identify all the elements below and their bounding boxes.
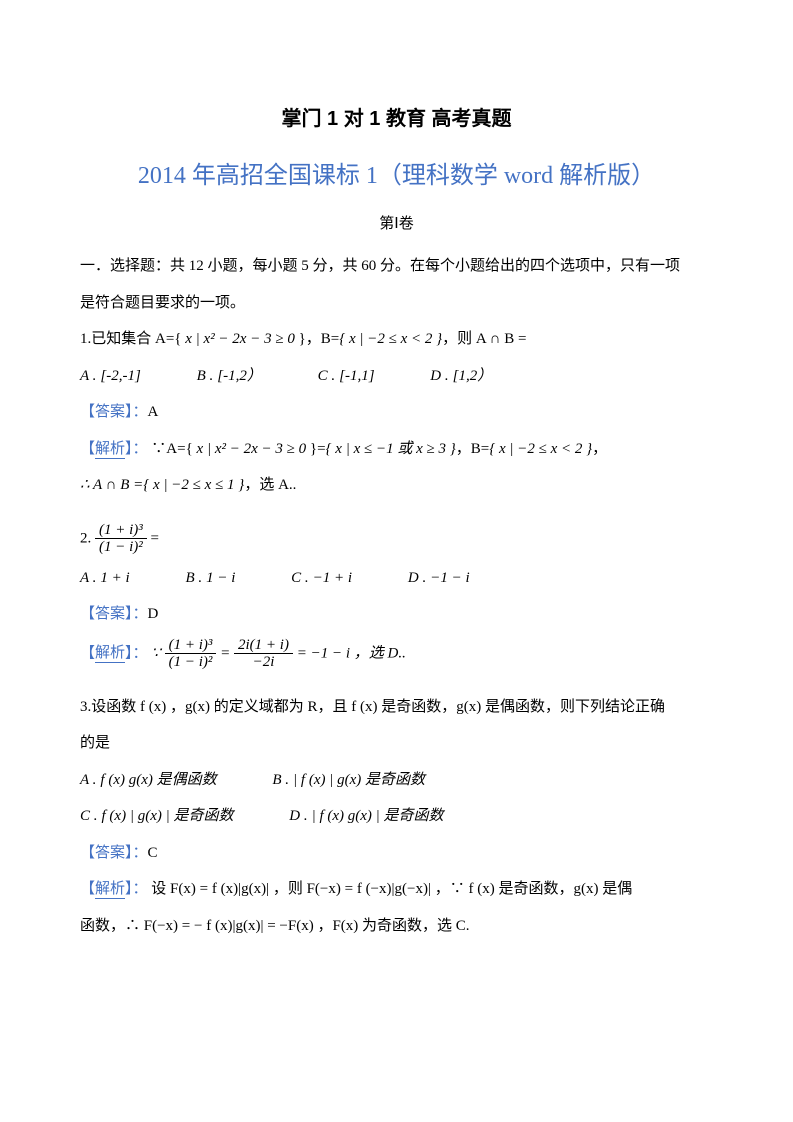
q2-stem-suffix: =	[151, 530, 159, 546]
q2-ana-frac1-num: (1 + i)³	[165, 637, 217, 655]
q2-frac-num: (1 + i)³	[95, 522, 147, 540]
q2-option-B: B .1 − i	[185, 564, 261, 593]
question-1: 1.已知集合 A={ x | x² − 2x − 3 ≥ 0 }，B={ x |…	[80, 325, 713, 500]
q3-options-row1: A .f (x) g(x) 是偶函数 B .| f (x) | g(x) 是奇函…	[80, 766, 713, 795]
q1-stem: 1.已知集合 A={ x | x² − 2x − 3 ≥ 0 }，B={ x |…	[80, 325, 713, 354]
q2-ana-frac1-den: (1 − i)²	[165, 654, 217, 671]
q2-ana-eq1: =	[220, 645, 234, 661]
analysis-tag-close: 】：	[125, 441, 148, 457]
q1-stem-mid: }，B=	[295, 331, 339, 347]
analysis-tag-close: 】：	[125, 881, 148, 897]
answer-tag: 【答案】：	[80, 845, 148, 861]
q1-answer: 【答案】：A	[80, 398, 713, 427]
question-3: 3.设函数 f (x) ，g(x) 的定义域都为 R，且 f (x) 是奇函数，…	[80, 693, 713, 941]
q2-answer-value: D	[148, 606, 159, 622]
q1-setB: { x | −2 ≤ x < 2 }	[339, 331, 442, 347]
q1-ana-f: { x | −2 ≤ x < 2 }	[489, 441, 592, 457]
q1-ana2-c: ，选 A..	[244, 477, 296, 493]
q1-ana-g: ，	[592, 441, 607, 457]
q2-options: A .1 + i B .1 − i C .−1 + i D .−1 − i	[80, 564, 713, 593]
q2-ana-prefix: ∵	[151, 645, 161, 661]
q2-option-A: A .1 + i	[80, 564, 156, 593]
q3-analysis-line2: 函数，∴ F(−x) = − f (x)|g(x)| = −F(x) ，F(x)…	[80, 912, 713, 941]
q2-stem-prefix: 2.	[80, 530, 91, 546]
q2-answer: 【答案】：D	[80, 600, 713, 629]
q3-options-row2: C .f (x) | g(x) | 是奇函数 D .| f (x) g(x) |…	[80, 802, 713, 831]
q2-ana-frac2: 2i(1 + i) −2i	[234, 637, 293, 671]
q2-frac-den: (1 − i)²	[95, 539, 147, 556]
q1-ana-c: }=	[306, 441, 325, 457]
analysis-tag-word: 解析	[95, 645, 125, 663]
answer-tag: 【答案】：	[80, 404, 148, 420]
q1-stem-prefix: 1.已知集合 A={	[80, 331, 185, 347]
q2-ana-frac1: (1 + i)³ (1 − i)²	[165, 637, 217, 671]
q1-ana2-b: { x | −2 ≤ x ≤ 1 }	[143, 477, 244, 493]
q1-ana2-a: ∴ A ∩ B =	[80, 477, 143, 493]
q3-stem-line2: 的是	[80, 729, 713, 758]
q1-analysis-line2: ∴ A ∩ B ={ x | −2 ≤ x ≤ 1 }，选 A..	[80, 471, 713, 500]
q3-answer-value: C	[148, 845, 158, 861]
q2-analysis: 【解析】： ∵ (1 + i)³ (1 − i)² = 2i(1 + i) −2…	[80, 637, 713, 671]
analysis-tag-word: 解析	[95, 441, 125, 459]
q1-option-C: C .[-1,1]	[318, 362, 401, 391]
q1-option-D: D .[1,2）	[430, 362, 518, 391]
q1-ana-b: x | x² − 2x − 3 ≥ 0	[197, 441, 307, 457]
section-instructions-line2: 是符合题目要求的一项。	[80, 289, 713, 318]
q3-option-C: C .f (x) | g(x) | 是奇函数	[80, 802, 259, 831]
q2-ana-frac2-num: 2i(1 + i)	[234, 637, 293, 655]
volume-label: 第Ⅰ卷	[80, 210, 713, 239]
q1-option-B: B .[-1,2）	[197, 362, 288, 391]
q1-ana-d: { x | x ≤ −1 或 x ≥ 3 }	[326, 441, 456, 457]
analysis-tag-open: 【	[80, 441, 95, 457]
q1-setA: x | x² − 2x − 3 ≥ 0	[185, 331, 295, 347]
q3-ana-l1: 设 F(x) = f (x)|g(x)| ，则 F(−x) = f (−x)|g…	[151, 881, 632, 897]
q3-analysis-line1: 【解析】： 设 F(x) = f (x)|g(x)| ，则 F(−x) = f …	[80, 875, 713, 904]
q3-answer: 【答案】：C	[80, 839, 713, 868]
q3-stem-line1: 3.设函数 f (x) ，g(x) 的定义域都为 R，且 f (x) 是奇函数，…	[80, 693, 713, 722]
q2-ana-frac2-den: −2i	[234, 654, 293, 671]
q1-ana-a: ∵A={	[151, 441, 196, 457]
answer-tag: 【答案】：	[80, 606, 148, 622]
q2-stem: 2. (1 + i)³ (1 − i)² =	[80, 522, 713, 556]
q2-ana-result: = −1 − i ，选 D..	[297, 645, 406, 661]
q1-analysis-line1: 【解析】： ∵A={ x | x² − 2x − 3 ≥ 0 }={ x | x…	[80, 435, 713, 464]
q1-ana-e: ，B=	[456, 441, 489, 457]
q1-option-A: A .[-2,-1]	[80, 362, 167, 391]
paper-title: 2014 年高招全国课标 1（理科数学 word 解析版）	[80, 154, 713, 200]
analysis-tag-open: 【	[80, 881, 95, 897]
q2-option-C: C .−1 + i	[291, 564, 378, 593]
q2-option-D: D .−1 − i	[408, 564, 496, 593]
analysis-tag-open: 【	[80, 645, 95, 661]
q2-fraction: (1 + i)³ (1 − i)²	[95, 522, 147, 556]
q1-stem-suffix: ，则 A ∩ B =	[442, 331, 526, 347]
section-instructions-line1: 一．选择题：共 12 小题，每小题 5 分，共 60 分。在每个小题给出的四个选…	[80, 252, 713, 281]
q1-answer-value: A	[148, 404, 159, 420]
analysis-tag-close: 】：	[125, 645, 148, 661]
question-2: 2. (1 + i)³ (1 − i)² = A .1 + i B .1 − i…	[80, 522, 713, 671]
q3-option-D: D .| f (x) g(x) | 是奇函数	[289, 802, 469, 831]
brand-title: 掌门 1 对 1 教育 高考真题	[80, 100, 713, 138]
analysis-tag-word: 解析	[95, 881, 125, 899]
q3-option-A: A .f (x) g(x) 是偶函数	[80, 766, 243, 795]
exam-page: 掌门 1 对 1 教育 高考真题 2014 年高招全国课标 1（理科数学 wor…	[0, 0, 793, 1122]
q3-option-B: B .| f (x) | g(x) 是奇函数	[272, 766, 451, 795]
q1-options: A .[-2,-1] B .[-1,2） C .[-1,1] D .[1,2）	[80, 362, 713, 391]
